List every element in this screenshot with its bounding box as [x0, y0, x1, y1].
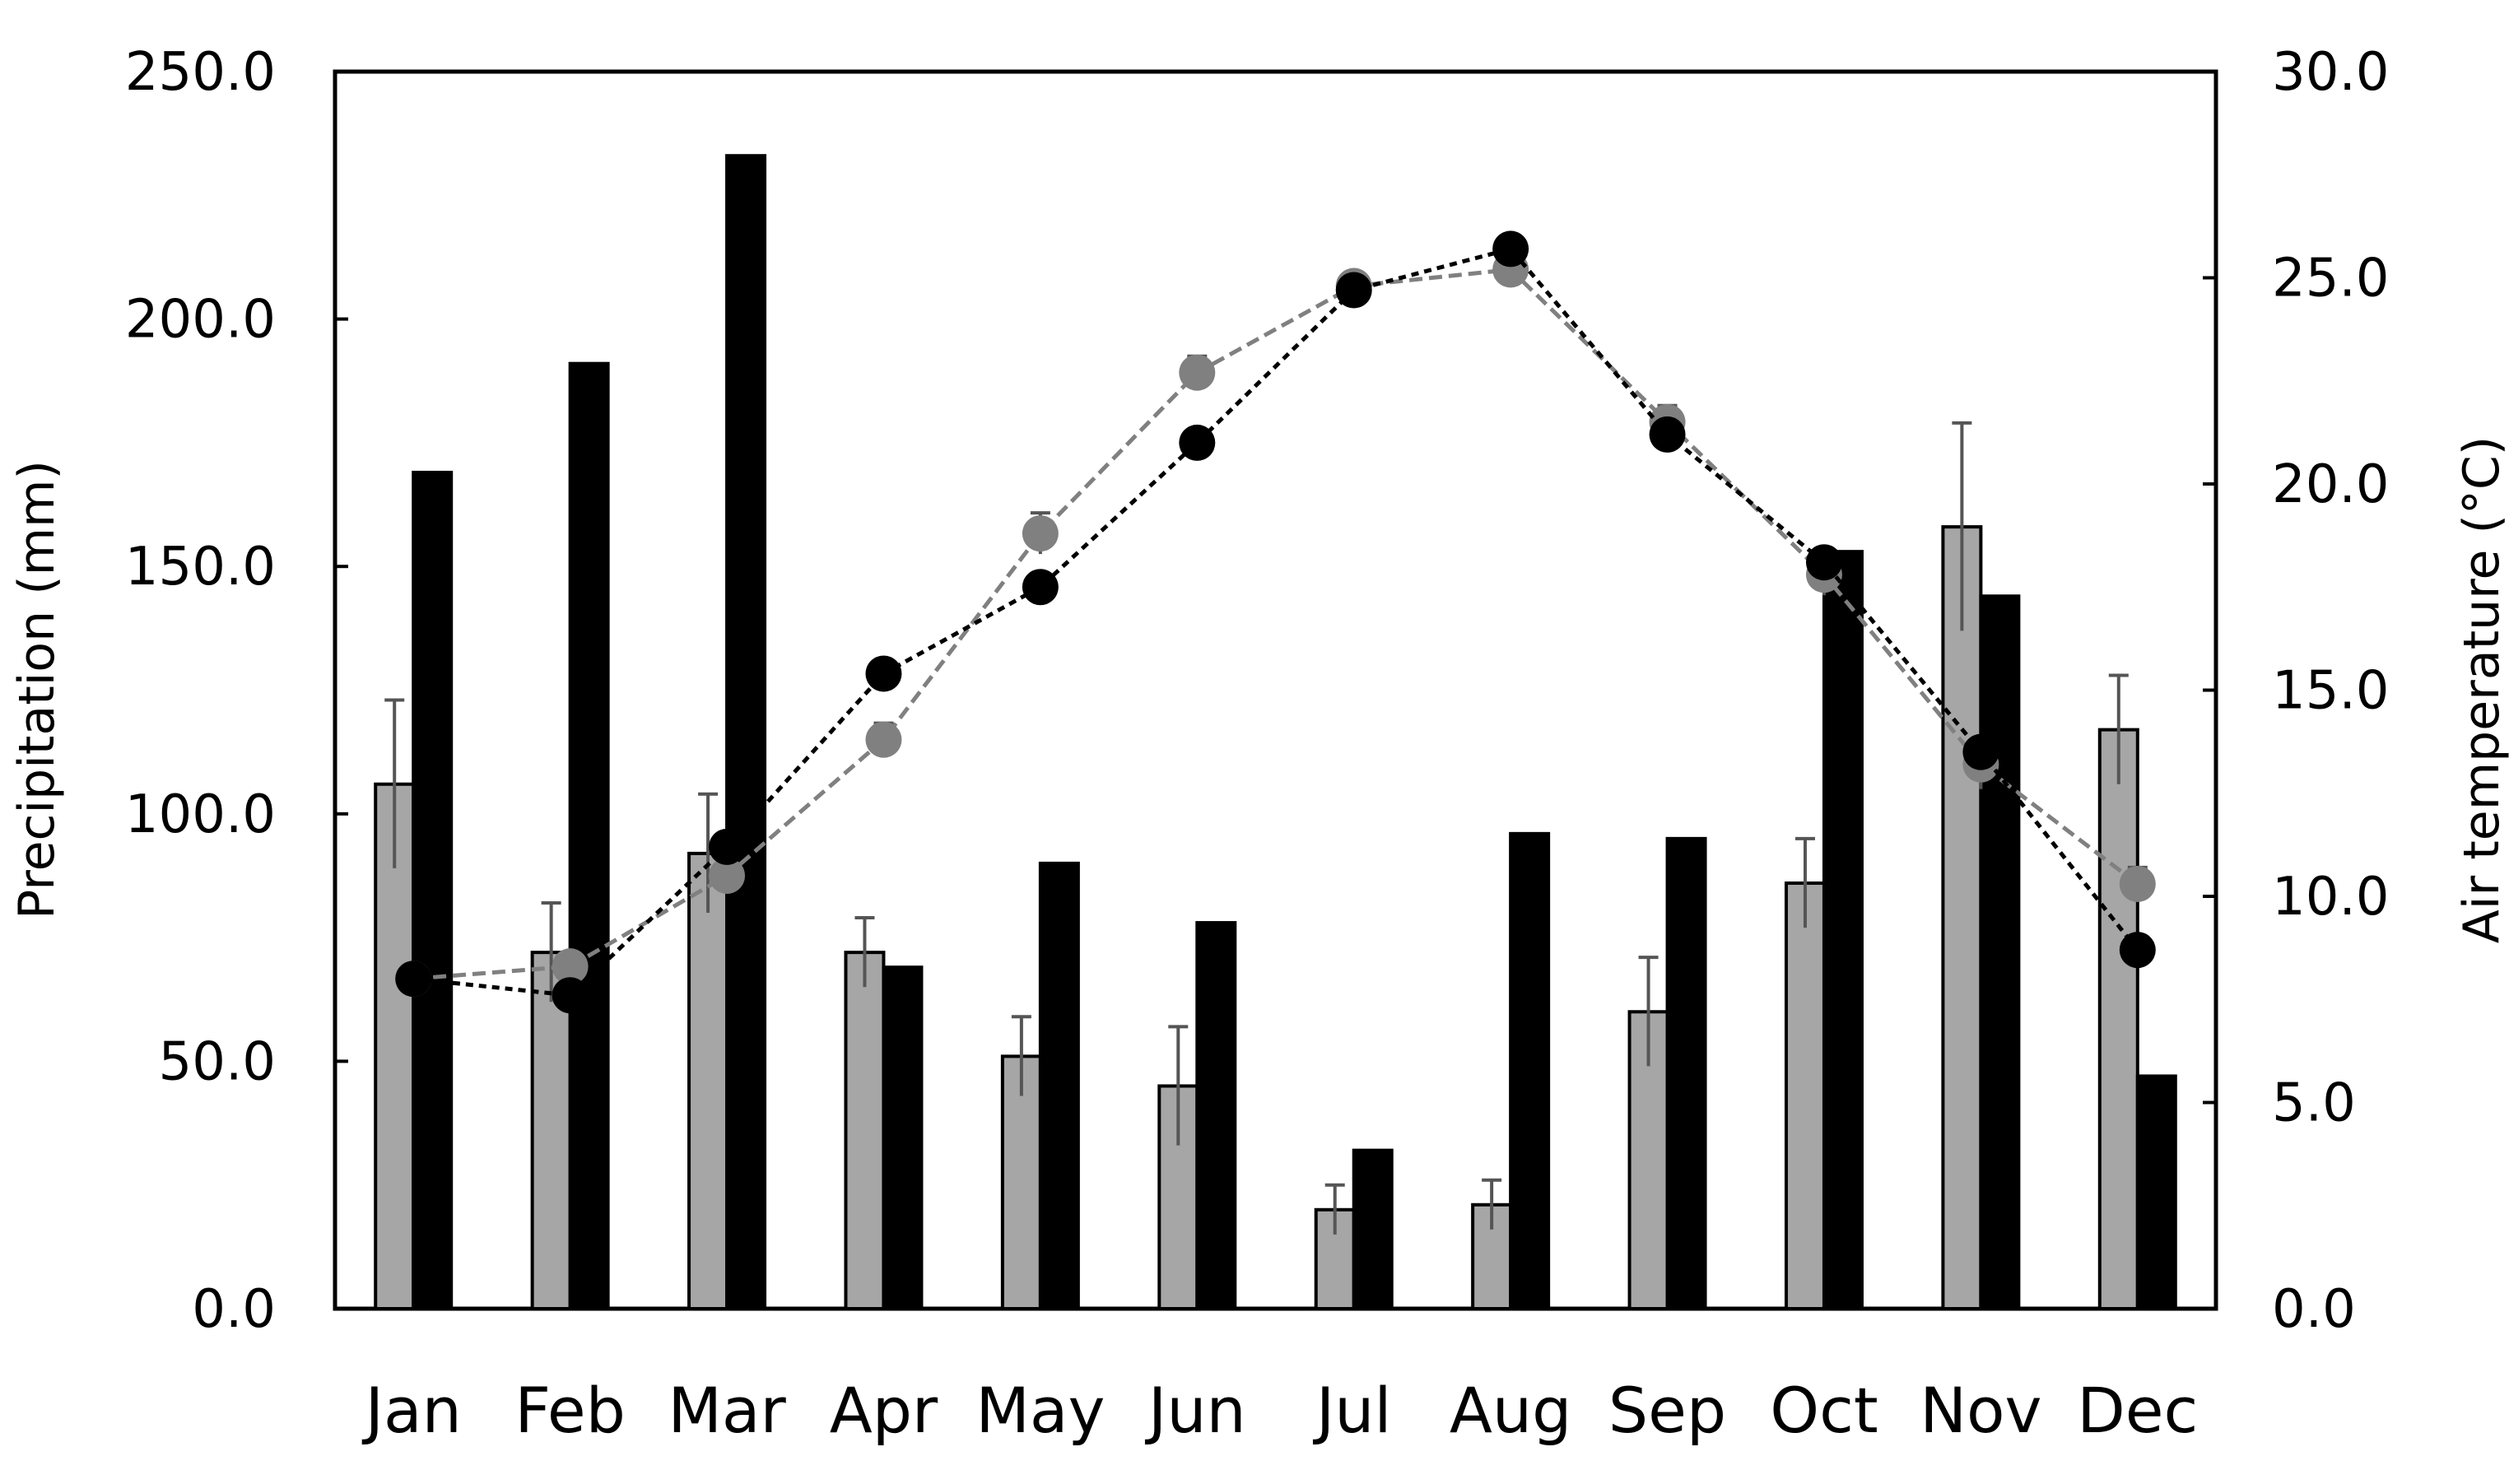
- x-tick-label-8: Sep: [1608, 1374, 1726, 1447]
- point-s2-10: [1962, 733, 1999, 770]
- bar-s2-8: [1665, 836, 1707, 1310]
- y-left-tick-label-1: 50.0: [159, 1031, 277, 1092]
- y-right-tick-label-0: 0.0: [2272, 1279, 2356, 1340]
- y-right-tick-label-3: 15.0: [2272, 661, 2390, 722]
- bar-s1-2: [687, 851, 729, 1310]
- bar-s2-6: [1352, 1148, 1394, 1310]
- x-tick-label-2: Mar: [668, 1374, 786, 1447]
- x-tick-label-6: Jul: [1313, 1374, 1392, 1447]
- bar-s1-10: [1941, 525, 1983, 1310]
- point-s1-11: [2119, 865, 2156, 902]
- bar-s1-3: [844, 951, 886, 1310]
- point-s2-1: [552, 977, 589, 1014]
- x-tick-label-10: Nov: [1920, 1374, 2041, 1447]
- point-s1-5: [1179, 354, 1216, 391]
- x-tick-label-9: Oct: [1770, 1374, 1878, 1447]
- point-s2-3: [865, 655, 902, 692]
- y-left-tick-label-3: 150.0: [125, 537, 276, 598]
- line-s2: [412, 246, 2139, 998]
- point-s2-5: [1179, 424, 1216, 461]
- x-tick-label-0: Jan: [362, 1374, 462, 1447]
- point-s2-7: [1492, 230, 1529, 267]
- point-s2-6: [1335, 272, 1372, 309]
- x-tick-label-7: Aug: [1450, 1374, 1571, 1447]
- point-s2-2: [709, 828, 746, 865]
- bars-layer: [374, 154, 2177, 1311]
- y-right-tick-label-1: 5.0: [2272, 1073, 2356, 1134]
- y-right-tick-label-4: 20.0: [2272, 454, 2390, 515]
- bar-s1-9: [1784, 881, 1826, 1310]
- bar-s2-0: [412, 470, 454, 1310]
- y-left-tick-label-0: 0.0: [192, 1279, 276, 1340]
- bar-s2-5: [1195, 921, 1237, 1310]
- point-s1-3: [865, 721, 902, 758]
- x-tick-label-11: Dec: [2077, 1374, 2198, 1447]
- y-right-tick-label-2: 10.0: [2272, 867, 2390, 928]
- y-left-tick-label-2: 100.0: [125, 784, 276, 845]
- y-right-tick-label-5: 25.0: [2272, 249, 2390, 309]
- bar-s2-3: [882, 965, 924, 1310]
- point-s2-11: [2119, 932, 2156, 969]
- bar-s2-10: [1979, 594, 2021, 1310]
- line-s1: [413, 267, 2139, 981]
- ticks-layer: 0.0 50.0 100.0 150.0 200.0 250.0 0.0 5.0 10.0 15.…: [125, 42, 2390, 1447]
- y-right-tick-label-6: 30.0: [2272, 42, 2390, 103]
- bar-s2-2: [725, 154, 767, 1311]
- bar-s2-11: [2135, 1074, 2177, 1311]
- point-s2-8: [1649, 416, 1686, 453]
- bar-s2-1: [568, 361, 610, 1310]
- x-tick-label-3: Apr: [830, 1374, 938, 1447]
- lines-layer: [395, 230, 2156, 1014]
- bar-s1-11: [2097, 728, 2139, 1310]
- point-s1-4: [1022, 515, 1059, 552]
- bar-s2-9: [1822, 550, 1864, 1310]
- y-left-tick-label-5: 250.0: [125, 42, 276, 103]
- bar-s1-0: [374, 782, 416, 1310]
- y-left-tick-label-4: 200.0: [125, 290, 276, 351]
- y-axis-right-title: Air temperature (°C): [2453, 436, 2509, 943]
- x-tick-label-1: Feb: [514, 1374, 626, 1447]
- bar-s2-4: [1038, 861, 1080, 1311]
- point-s1-1: [552, 948, 589, 985]
- x-tick-label-5: Jun: [1145, 1374, 1246, 1447]
- bar-s2-7: [1509, 831, 1551, 1310]
- point-s2-0: [395, 961, 432, 998]
- x-tick-label-4: May: [975, 1374, 1105, 1447]
- point-s2-9: [1805, 544, 1842, 581]
- plot-frame: [333, 69, 2218, 1311]
- point-s2-4: [1022, 569, 1059, 606]
- y-axis-left-title: Precipitation (mm): [8, 460, 66, 919]
- point-s1-2: [709, 857, 746, 894]
